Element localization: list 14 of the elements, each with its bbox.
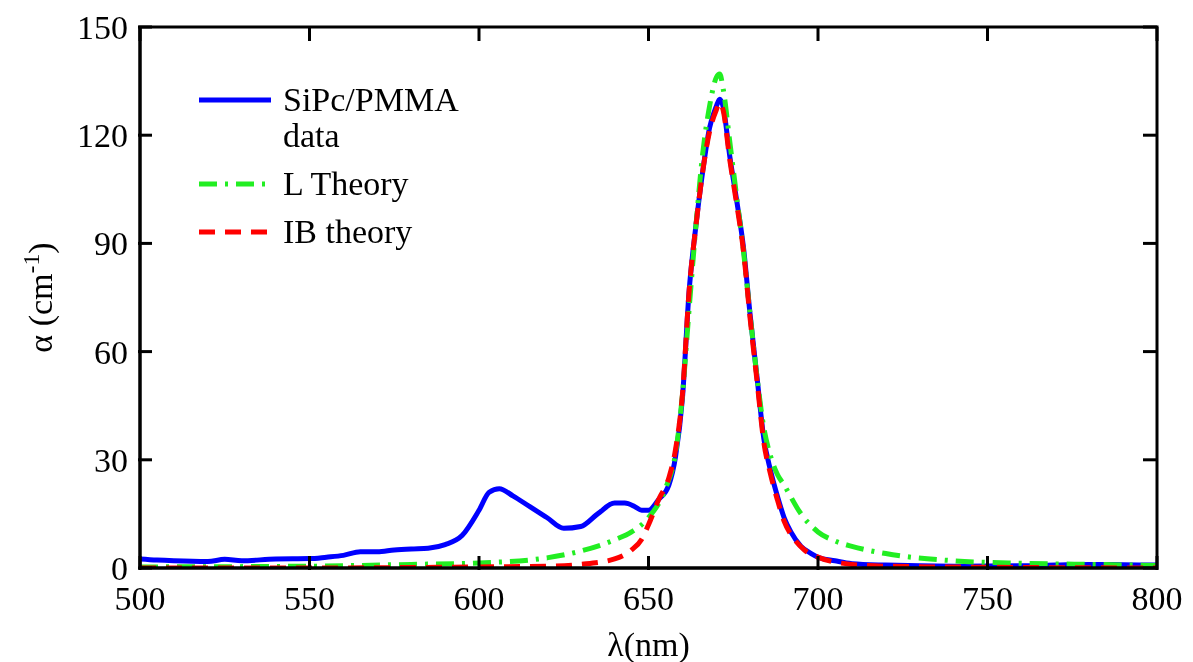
x-tick-label: 750 [962, 580, 1013, 617]
x-tick-label: 550 [284, 580, 335, 617]
y-tick-label: 150 [77, 9, 128, 46]
x-tick-label: 600 [453, 580, 505, 617]
legend-label: SiPc/PMMA data [283, 81, 459, 154]
y-tick-label: 90 [94, 225, 128, 263]
y-tick-label: 60 [94, 333, 128, 371]
x-tick-label: 650 [623, 580, 674, 617]
x-tick-label: 800 [1131, 580, 1183, 617]
x-tick-label: 700 [792, 580, 844, 617]
legend-label: L Theory [283, 165, 410, 202]
legend-label: IB theory [283, 213, 414, 250]
y-tick-label: 120 [77, 117, 128, 155]
y-tick-label: 30 [94, 441, 128, 479]
